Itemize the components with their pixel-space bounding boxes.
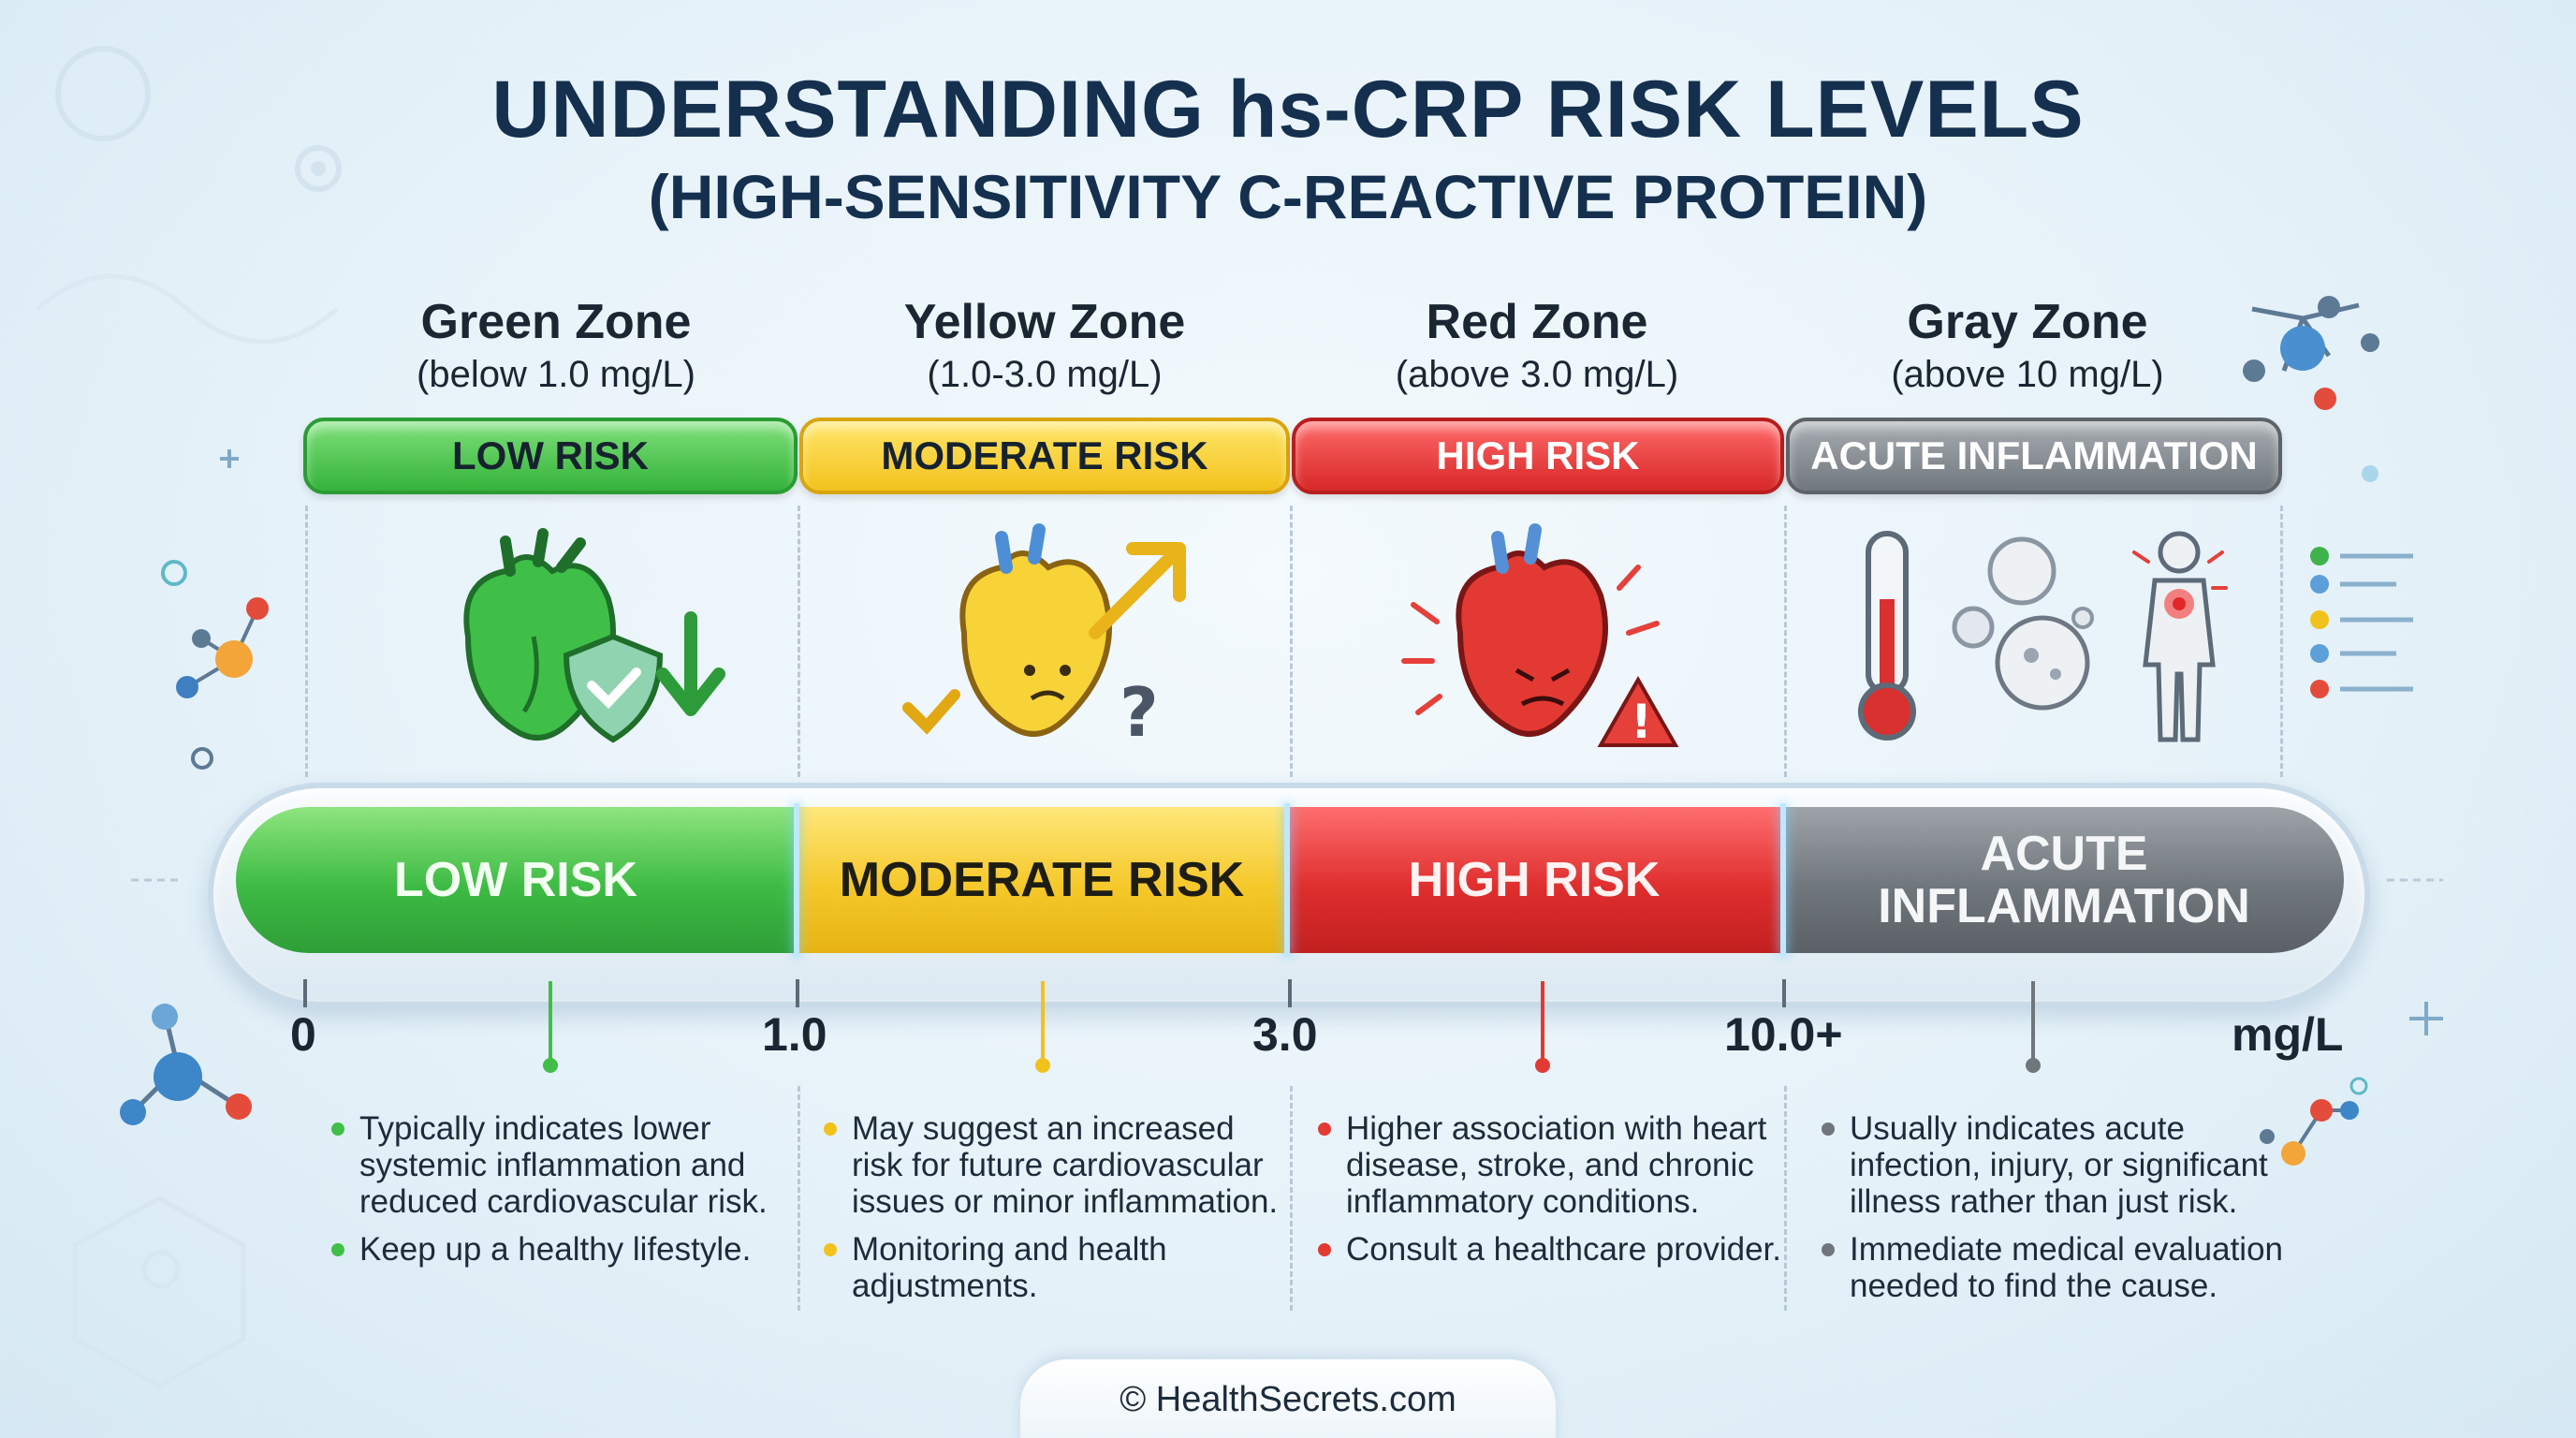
bar-segment-label: ACUTE xyxy=(1980,827,2148,881)
divider xyxy=(1290,1086,1293,1311)
list-item: Typically indicates lower systemic infla… xyxy=(328,1110,796,1220)
segment-separator xyxy=(794,803,799,957)
scale-label-3: 3.0 xyxy=(1252,1008,1318,1061)
zone-heading-gray: Gray Zone (above 10 mg/L) xyxy=(1784,294,2271,399)
thermometer-cells-body-icon xyxy=(1858,531,2228,742)
description-text: Higher association with heart disease, s… xyxy=(1346,1110,1767,1220)
segment-separator xyxy=(1284,803,1290,957)
description-text: Keep up a healthy lifestyle. xyxy=(359,1231,752,1268)
zone-heading-red: Red Zone (above 3.0 mg/L) xyxy=(1294,294,1780,399)
zone-name: Gray Zone xyxy=(1907,295,2148,349)
zone-name: Green Zone xyxy=(420,295,692,349)
molecule-decoration-left xyxy=(36,46,342,1388)
divider xyxy=(1290,506,1293,777)
divider xyxy=(1784,506,1787,777)
divider xyxy=(305,506,308,777)
divider xyxy=(798,506,800,777)
scale-label-1: 1.0 xyxy=(762,1008,827,1061)
description-yellow: May suggest an increased risk for future… xyxy=(820,1110,1288,1315)
risk-pill-low: LOW RISK xyxy=(303,418,798,494)
risk-pill-acute: ACUTE INFLAMMATION xyxy=(1786,418,2282,494)
bullet-icon xyxy=(824,1123,837,1136)
list-item: Usually indicates acute infection, injur… xyxy=(1818,1110,2286,1220)
heart-uncertain-up-icon: ? xyxy=(902,523,1186,752)
page-title: UNDERSTANDING hs-CRP RISK LEVELS xyxy=(491,65,2085,154)
list-item: May suggest an increased risk for future… xyxy=(820,1110,1288,1220)
zone-range: (above 3.0 mg/L) xyxy=(1395,354,1679,395)
page-subtitle: (HIGH-SENSITIVITY C-REACTIVE PROTEIN) xyxy=(648,162,1928,231)
segment-separator xyxy=(1780,803,1786,957)
heart-shield-down-icon xyxy=(463,528,725,743)
heart-alert-icon: ! xyxy=(1401,523,1679,749)
risk-pill-moderate: MODERATE RISK xyxy=(799,418,1290,494)
scale-label-0: 0 xyxy=(290,1008,316,1061)
bullet-icon xyxy=(1822,1123,1835,1136)
list-item: Immediate medical evaluation needed to f… xyxy=(1818,1231,2286,1304)
bullet-icon xyxy=(331,1123,344,1136)
bar-segment-high: HIGH RISK xyxy=(1288,807,1780,953)
scale-tick xyxy=(1782,979,1786,1007)
zone-marker-green xyxy=(543,981,558,1073)
bullet-icon xyxy=(1822,1243,1835,1256)
bullet-icon xyxy=(824,1243,837,1256)
zone-name: Red Zone xyxy=(1426,295,1648,349)
bullet-icon xyxy=(331,1243,344,1256)
risk-pill-high: HIGH RISK xyxy=(1292,418,1784,494)
scale-tick xyxy=(796,979,799,1007)
zone-heading-yellow: Yellow Zone (1.0-3.0 mg/L) xyxy=(801,294,1288,399)
description-text: Monitoring and health adjustments. xyxy=(852,1231,1167,1304)
scale-tick xyxy=(1288,979,1292,1007)
zone-range: (1.0-3.0 mg/L) xyxy=(927,354,1163,395)
description-text: Usually indicates acute infection, injur… xyxy=(1850,1110,2268,1220)
scale-label-10: 10.0+ xyxy=(1724,1008,1843,1061)
zone-name: Yellow Zone xyxy=(903,295,1186,349)
list-item: Keep up a healthy lifestyle. xyxy=(328,1231,796,1268)
bar-segment-moderate: MODERATE RISK xyxy=(799,807,1284,953)
zone-heading-green: Green Zone (below 1.0 mg/L) xyxy=(313,294,799,399)
zone-marker-yellow xyxy=(1035,981,1050,1073)
zone-range: (below 1.0 mg/L) xyxy=(417,354,695,395)
description-text: Consult a healthcare provider. xyxy=(1346,1231,1781,1268)
zone-marker-red xyxy=(1535,981,1550,1073)
scale-unit: mg/L xyxy=(2232,1008,2344,1061)
list-item: Monitoring and health adjustments. xyxy=(820,1231,1288,1304)
footer-credit: © HealthSecrets.com xyxy=(1020,1359,1556,1438)
description-gray: Usually indicates acute infection, injur… xyxy=(1818,1110,2286,1315)
list-item: Higher association with heart disease, s… xyxy=(1314,1110,1782,1220)
description-green: Typically indicates lower systemic infla… xyxy=(328,1110,796,1279)
list-item: Consult a healthcare provider. xyxy=(1314,1231,1782,1268)
description-text: May suggest an increased risk for future… xyxy=(852,1110,1279,1220)
molecule-decoration-right xyxy=(2243,296,2443,1166)
bullet-icon xyxy=(1318,1243,1331,1256)
description-text: Immediate medical evaluation needed to f… xyxy=(1850,1231,2284,1304)
zone-range: (above 10 mg/L) xyxy=(1891,354,2164,395)
description-red: Higher association with heart disease, s… xyxy=(1314,1110,1782,1279)
divider xyxy=(798,1086,800,1311)
bar-segment-low: LOW RISK xyxy=(236,807,796,953)
scale-tick xyxy=(303,979,307,1007)
divider xyxy=(1784,1086,1787,1311)
bar-segment-acute: ACUTE INFLAMMATION xyxy=(1784,807,2344,953)
bullet-icon xyxy=(1318,1123,1331,1136)
svg-text:?: ? xyxy=(1120,673,1159,752)
description-text: Typically indicates lower systemic infla… xyxy=(359,1110,768,1220)
divider xyxy=(2280,506,2283,777)
bar-segment-label: INFLAMMATION xyxy=(1878,879,2250,933)
svg-text:!: ! xyxy=(1631,695,1652,749)
zone-marker-gray xyxy=(2026,981,2041,1073)
